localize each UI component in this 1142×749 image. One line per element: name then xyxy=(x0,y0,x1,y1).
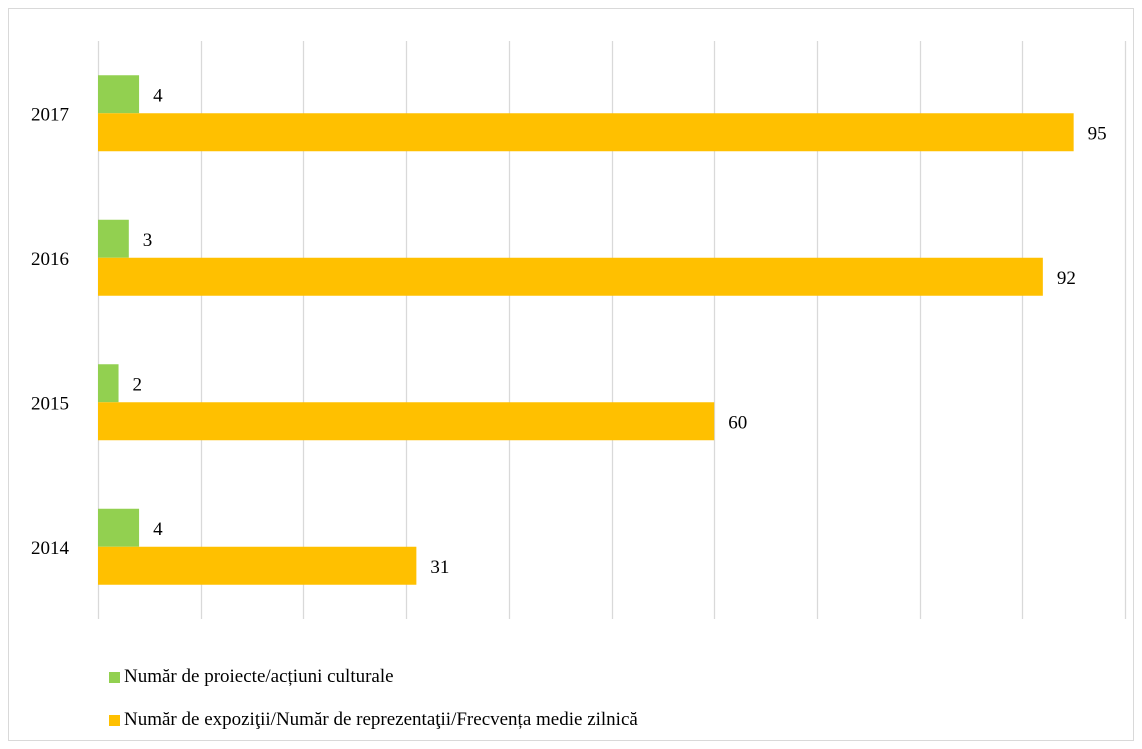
data-label-exhibitions-2016: 92 xyxy=(1057,268,1076,289)
data-label-exhibitions-2014: 31 xyxy=(430,557,449,578)
data-label-projects-2017: 4 xyxy=(153,85,163,106)
data-label-exhibitions-2015: 60 xyxy=(728,412,747,433)
bar-chart: 2014 4 31 2015 2 60 2016 3 92 2017 4 95 xyxy=(31,41,1127,619)
bar-exhibitions-2014 xyxy=(98,546,417,585)
bar-exhibitions-2016 xyxy=(98,257,1043,296)
legend-label-exhibitions: Număr de expoziţii/Număr de reprezentaţi… xyxy=(124,709,638,730)
legend-swatch-projects xyxy=(109,671,120,683)
bar-projects-2014 xyxy=(98,508,140,547)
data-label-projects-2015: 2 xyxy=(133,374,143,395)
legend-item-exhibitions: Număr de expoziţii/Număr de reprezentaţi… xyxy=(109,709,638,731)
data-label-projects-2016: 3 xyxy=(143,230,153,251)
category-label-2014: 2014 xyxy=(31,538,70,559)
data-label-projects-2014: 4 xyxy=(153,519,163,540)
category-label-2016: 2016 xyxy=(31,249,69,270)
bar-projects-2017 xyxy=(98,75,140,114)
bar-exhibitions-2017 xyxy=(98,113,1074,152)
category-label-2017: 2017 xyxy=(31,104,69,125)
legend-label-projects: Număr de proiecte/acțiuni culturale xyxy=(124,666,394,687)
category-label-2015: 2015 xyxy=(31,393,69,414)
bar-exhibitions-2015 xyxy=(98,402,715,441)
bar-projects-2016 xyxy=(98,219,129,258)
legend-swatch-exhibitions xyxy=(109,714,120,726)
chart-frame: 2014 4 31 2015 2 60 2016 3 92 2017 4 95 Număr de pr… xyxy=(8,8,1134,741)
bar-projects-2015 xyxy=(98,364,119,403)
legend-item-projects: Număr de proiecte/acțiuni culturale xyxy=(109,666,394,688)
data-label-exhibitions-2017: 95 xyxy=(1088,123,1107,144)
